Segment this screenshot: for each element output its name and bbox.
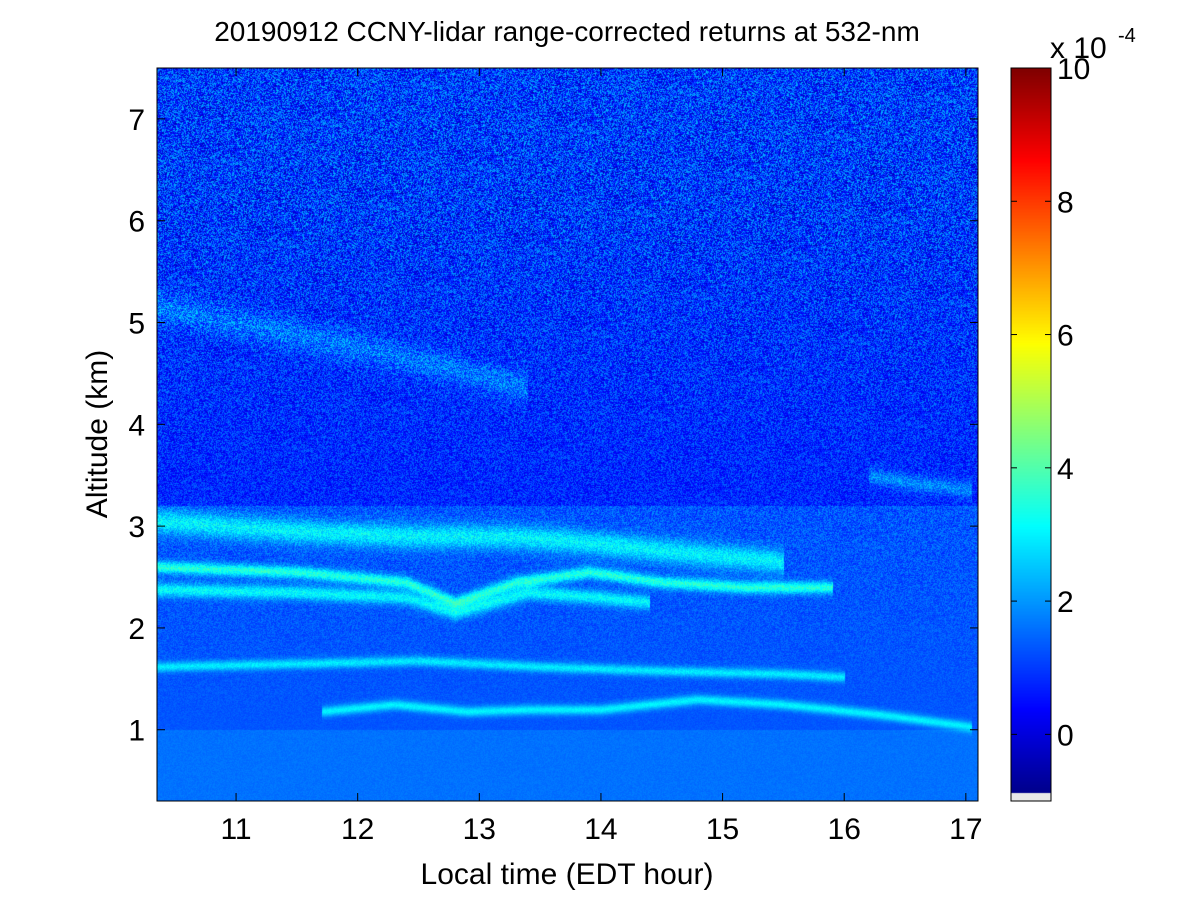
x-tick-label: 12: [341, 813, 374, 846]
colorbar-frame: [1010, 67, 1052, 802]
x-tick-label: 11: [220, 813, 251, 846]
y-tick-label: 3: [128, 511, 145, 544]
x-tick-label: 14: [584, 813, 617, 846]
lidar-heatmap: [157, 68, 978, 801]
x-tick-label: 16: [828, 813, 861, 846]
colorbar-multiplier: x 10: [1050, 32, 1107, 65]
x-tick-label: 13: [463, 813, 496, 846]
y-tick-label: 2: [128, 613, 145, 646]
y-tick-label: 7: [128, 104, 145, 137]
colorbar-exponent: -4: [1118, 25, 1136, 47]
colorbar-tick-label: 10: [1057, 53, 1090, 86]
y-tick-label: 5: [128, 308, 145, 341]
colorbar-tick-label: 4: [1057, 453, 1074, 486]
x-tick-label: 17: [949, 813, 982, 846]
y-axis-label: Altitude (km): [81, 350, 114, 518]
x-axis-label: Local time (EDT hour): [421, 858, 714, 891]
y-tick-label: 4: [128, 409, 145, 442]
colorbar-tick-label: 0: [1057, 719, 1074, 752]
x-tick-label: 15: [706, 813, 739, 846]
y-axis-ticks: 1 2 3 4 5 6 7: [128, 104, 978, 748]
y-tick-label: 6: [128, 206, 145, 239]
plot-frame: [156, 67, 979, 802]
colorbar-tick-label: 2: [1057, 586, 1074, 619]
colorbar-tick-label: 6: [1057, 320, 1074, 353]
x-axis-ticks: 11 12 13 14 15 16 17: [220, 68, 983, 846]
colorbar-ticks: 0 2 4 6 8 10: [1011, 53, 1090, 752]
y-tick-label: 1: [128, 715, 145, 748]
chart-title: 20190912 CCNY-lidar range-corrected retu…: [214, 16, 920, 47]
colorbar-gradient: [1011, 68, 1051, 801]
colorbar-tick-label: 8: [1057, 186, 1074, 219]
